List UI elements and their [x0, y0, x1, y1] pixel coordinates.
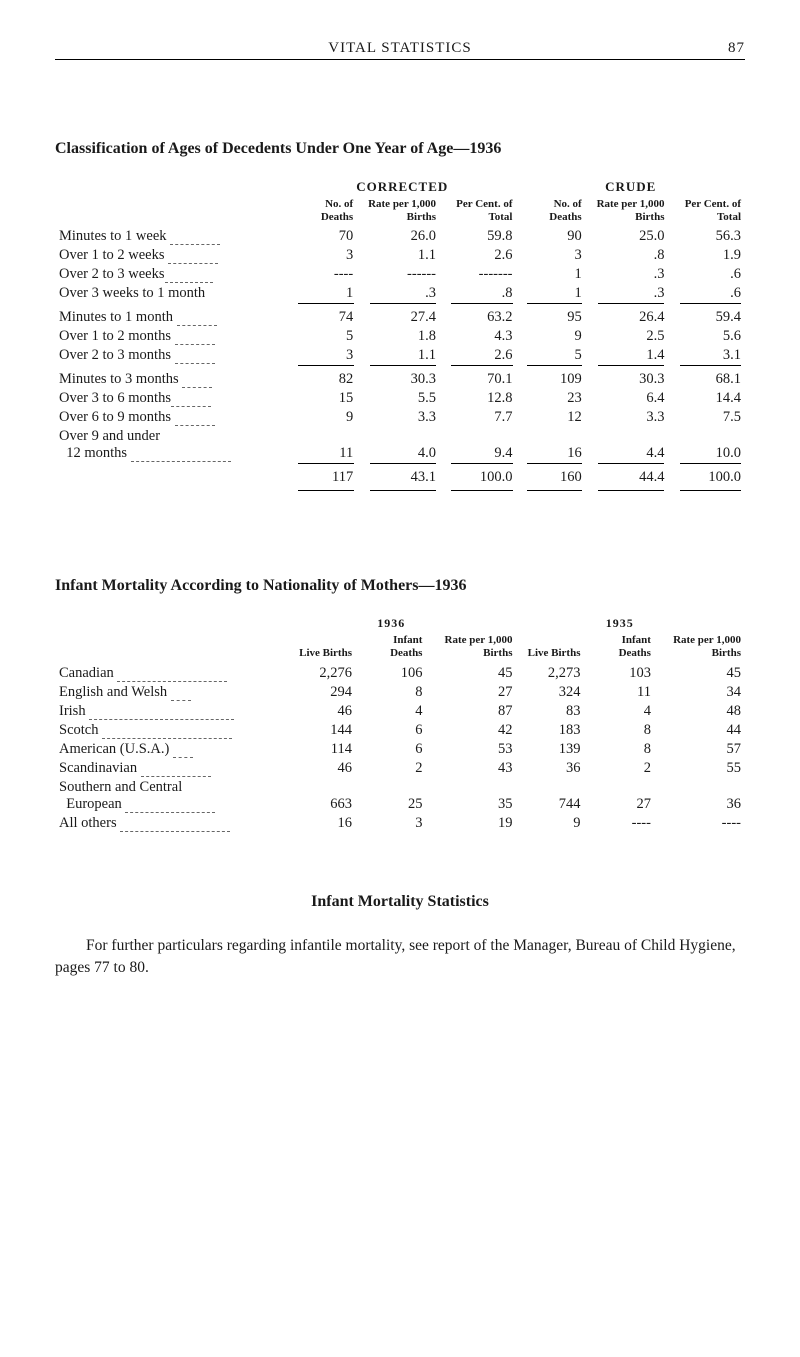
page-number: 87: [695, 40, 745, 57]
col-head: Rate per 1,000 Births: [357, 197, 440, 227]
header-spacer: [55, 40, 105, 57]
table-row: Over 3 to 6 months 15 5.5 12.8 23 6.4 14…: [55, 389, 745, 408]
table-row: Canadian 2,276 106 45 2,273 103 45: [55, 664, 745, 683]
table-row: Over 1 to 2 weeks 3 1.1 2.6 3 .8 1.9: [55, 246, 745, 265]
table1-group-header-row: CORRECTED CRUDE: [55, 178, 745, 197]
table-row: Scotch 144 6 42 183 8 44: [55, 721, 745, 740]
section3-title: Infant Mortality Statistics: [55, 893, 745, 911]
col-head: Per Cent. of Total: [669, 197, 746, 227]
table-row: Over 9 and under 12 months 11 4.0 9.4 16…: [55, 427, 745, 463]
group-header-crude: CRUDE: [516, 178, 745, 197]
table-row: Over 6 to 9 months 9 3.3 7.7 12 3.3 7.5: [55, 408, 745, 427]
col-head: Live Births: [288, 633, 356, 663]
group-header-corrected: CORRECTED: [288, 178, 516, 197]
col-head: Rate per 1,000 Births: [586, 197, 669, 227]
section3-body: For further particulars regarding infant…: [55, 935, 745, 980]
group-header-1935: 1935: [584, 615, 654, 633]
table2-col-header-row: Live Births Infant Deaths Rate per 1,000…: [55, 633, 745, 663]
table-row: Southern and Central European 663 25 35 …: [55, 778, 745, 814]
table-row: Over 2 to 3 months 3 1.1 2.6 5 1.4 3.1: [55, 346, 745, 365]
table2: 1936 1935 Live Births Infant Deaths Rate…: [55, 615, 745, 832]
col-head: Infant Deaths: [584, 633, 654, 663]
header-title: VITAL STATISTICS: [105, 40, 695, 57]
col-head: Rate per 1,000 Births: [426, 633, 516, 663]
table1-title: Classification of Ages of Decedents Unde…: [55, 140, 745, 158]
col-head: Infant Deaths: [356, 633, 426, 663]
table-row: English and Welsh 294 8 27 324 11 34: [55, 683, 745, 702]
table-row: Over 3 weeks to 1 month 1 .3 .8 1 .3 .6: [55, 284, 745, 303]
col-head: Live Births: [516, 633, 584, 663]
table-row: Scandinavian 46 2 43 36 2 55: [55, 759, 745, 778]
page-header: VITAL STATISTICS 87: [55, 40, 745, 60]
col-head: Per Cent. of Total: [440, 197, 516, 227]
table1-subtotal-2: Minutes to 3 months 82 30.3 70.1 109 30.…: [55, 365, 745, 389]
table-row: American (U.S.A.) 114 6 53 139 8 57: [55, 740, 745, 759]
col-head: No. of Deaths: [288, 197, 357, 227]
table1-subtotal-1: Minutes to 1 month 74 27.4 63.2 95 26.4 …: [55, 303, 745, 327]
table-row: Minutes to 1 week 70 26.0 59.8 90 25.0 5…: [55, 227, 745, 246]
table1-total: 117 43.1 100.0 160 44.4 100.0: [55, 463, 745, 487]
table1: CORRECTED CRUDE No. of Deaths Rate per 1…: [55, 178, 745, 487]
table-row: Irish 46 4 87 83 4 48: [55, 702, 745, 721]
group-header-1936: 1936: [356, 615, 426, 633]
col-head: No. of Deaths: [516, 197, 585, 227]
table2-group-header-row: 1936 1935: [55, 615, 745, 633]
table-row: All others 16 3 19 9 ---- ----: [55, 814, 745, 833]
table1-col-header-row: No. of Deaths Rate per 1,000 Births Per …: [55, 197, 745, 227]
col-head: Rate per 1,000 Births: [655, 633, 745, 663]
table-row: Over 1 to 2 months 5 1.8 4.3 9 2.5 5.6: [55, 327, 745, 346]
table2-title: Infant Mortality According to Nationalit…: [55, 577, 745, 595]
table-row: Over 2 to 3 weeks ---- ------ ------- 1 …: [55, 265, 745, 284]
